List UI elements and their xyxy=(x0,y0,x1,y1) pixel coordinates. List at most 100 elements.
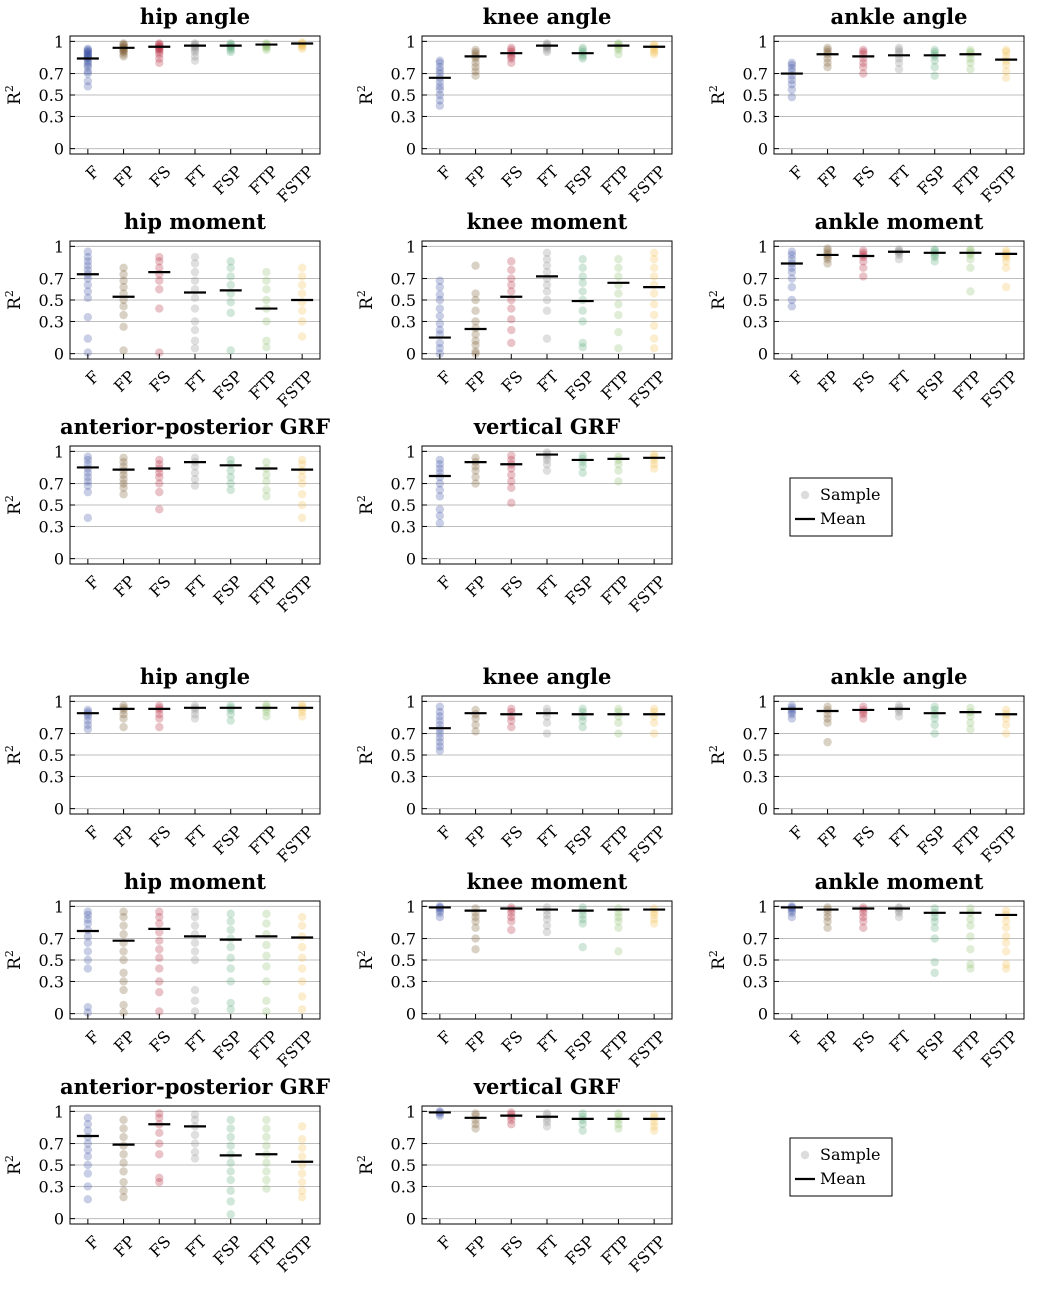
sample-point xyxy=(507,716,516,725)
sample-point xyxy=(966,263,975,273)
y-axis-label-sup: 2 xyxy=(707,85,720,92)
sample-point xyxy=(578,704,587,714)
y-axis-label-base: R xyxy=(709,91,729,105)
sample-point xyxy=(155,1139,164,1148)
x-tick-label: FS xyxy=(850,822,879,851)
sample-point xyxy=(155,953,164,963)
sample-point xyxy=(966,255,975,264)
sample-point xyxy=(435,729,445,738)
sample-point xyxy=(435,69,445,78)
sample-point xyxy=(435,912,445,922)
sample-point xyxy=(1001,257,1011,266)
sample-point xyxy=(614,1124,623,1133)
sample-point xyxy=(966,964,975,973)
sample-point xyxy=(471,727,480,736)
sample-point xyxy=(155,487,164,497)
sample-point xyxy=(471,62,480,72)
sample-point xyxy=(614,272,623,281)
sample-point xyxy=(471,349,480,358)
x-tick-label: FP xyxy=(462,572,491,601)
y-tick-label: 0.5 xyxy=(39,746,64,765)
sample-point xyxy=(119,40,128,49)
sample-point xyxy=(894,912,904,922)
y-tick-label: 0.3 xyxy=(391,312,416,331)
sample-point xyxy=(297,513,307,523)
sample-point xyxy=(435,85,445,94)
sample-point xyxy=(155,460,164,469)
x-tick-label: FP xyxy=(814,822,843,851)
sample-point xyxy=(542,47,552,57)
sample-point xyxy=(471,912,480,922)
y-tick-label: 0 xyxy=(758,140,768,159)
sample-point xyxy=(262,700,271,709)
sample-point xyxy=(578,942,587,952)
sample-point xyxy=(226,472,235,482)
sample-point xyxy=(1001,964,1011,973)
sample-point xyxy=(119,921,128,930)
sample-point xyxy=(966,54,975,63)
sample-point xyxy=(83,58,93,68)
sample-point xyxy=(542,1122,552,1131)
sample-point xyxy=(190,996,200,1005)
sample-point xyxy=(435,349,445,358)
sample-point xyxy=(542,712,552,721)
sample-point xyxy=(83,1169,93,1178)
x-tick-label: FSTP xyxy=(977,822,1021,866)
y-axis-label: R2 xyxy=(3,950,25,970)
sample-point xyxy=(83,48,93,58)
y-axis-label-base: R xyxy=(709,956,729,970)
sample-point xyxy=(507,265,516,275)
sample-point xyxy=(859,47,868,57)
y-tick-label: 1 xyxy=(758,32,768,51)
sample-point xyxy=(507,315,516,324)
x-tick-label: FSP xyxy=(209,1027,246,1064)
sample-point xyxy=(226,925,235,935)
sample-point xyxy=(649,460,659,469)
sample-point xyxy=(83,468,93,478)
y-tick-label: 1 xyxy=(758,237,768,256)
y-tick-label: 0 xyxy=(54,550,64,569)
sample-point xyxy=(83,287,93,296)
sample-point xyxy=(119,947,128,956)
sample-point xyxy=(262,977,271,986)
sample-point xyxy=(155,987,164,997)
sample-point xyxy=(190,1115,200,1125)
y-tick-label: 0.3 xyxy=(39,767,64,786)
sample-point xyxy=(119,276,128,285)
sample-point xyxy=(542,280,552,290)
sample-point xyxy=(262,1158,271,1168)
chart-title: knee moment xyxy=(467,869,628,894)
sample-point xyxy=(859,908,868,917)
sample-point xyxy=(578,263,587,273)
y-axis-label: R2 xyxy=(707,745,729,765)
sample-point xyxy=(930,705,939,715)
sample-point xyxy=(297,1177,307,1187)
y-axis-label-sup: 2 xyxy=(3,495,16,502)
sample-point xyxy=(435,56,445,65)
sample-point xyxy=(155,472,164,482)
sample-point xyxy=(435,330,445,339)
sample-point xyxy=(471,306,480,315)
sample-point xyxy=(226,280,235,290)
sample-point xyxy=(787,267,797,277)
sample-point xyxy=(471,336,480,345)
sample-point xyxy=(155,39,164,48)
sample-point xyxy=(155,304,164,313)
sample-point xyxy=(614,917,623,926)
sample-point xyxy=(614,466,623,475)
sample-point xyxy=(578,1126,587,1135)
sample-point xyxy=(859,272,868,281)
sample-point xyxy=(83,712,93,721)
sample-point xyxy=(649,1122,659,1131)
sample-point xyxy=(787,63,797,73)
x-tick-label: FSTP xyxy=(977,1027,1021,1071)
sample-point xyxy=(471,720,480,730)
sample-point xyxy=(930,56,939,65)
sample-point xyxy=(894,58,904,68)
sample-point xyxy=(262,336,271,345)
sample-point xyxy=(1001,60,1011,70)
sample-point xyxy=(226,455,235,465)
chart-title: hip angle xyxy=(140,4,250,29)
x-tick-label: FS xyxy=(146,1027,175,1056)
y-tick-label: 0.7 xyxy=(39,65,64,84)
